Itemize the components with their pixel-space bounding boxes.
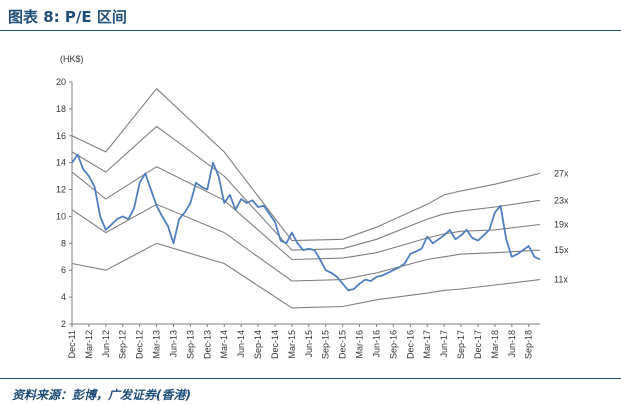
- band-label-11x: 11x: [554, 275, 568, 285]
- header-divider: [0, 30, 621, 31]
- y-tick-label: 10: [56, 211, 66, 221]
- band-line-11x: [71, 242, 541, 309]
- y-axis-label-group: (HK$): [60, 54, 84, 64]
- x-tick-label: Sep-15: [321, 330, 331, 359]
- x-tick-label: Jun-14: [236, 330, 246, 358]
- x-tick-label: Dec-16: [405, 330, 415, 359]
- x-tick-label: Mar-17: [422, 330, 432, 359]
- y-tick-label: 2: [61, 319, 66, 329]
- y-tick-label: 20: [56, 77, 66, 87]
- band-label-23x: 23x: [554, 195, 569, 205]
- y-axis-label: (HK$): [60, 54, 84, 64]
- x-tick-label: Jun-15: [304, 330, 314, 358]
- x-tick-label: Sep-12: [118, 330, 128, 359]
- x-tick-label: Mar-16: [355, 330, 365, 359]
- x-tick-label: Jun-13: [168, 330, 178, 358]
- x-tick-label: Dec-14: [270, 330, 280, 359]
- y-tick-label: 16: [56, 131, 66, 141]
- x-tick-label: Mar-18: [490, 330, 500, 359]
- page-title: 图表 8: P/E 区间: [8, 8, 127, 26]
- y-tick-labels: 2 4 6 8 10 12 14 16 18 20: [56, 77, 72, 329]
- x-tick-label: Sep-13: [185, 330, 195, 359]
- price-series: [71, 153, 541, 292]
- band-labels: 27x 23x 19x 15x 11x: [554, 168, 569, 284]
- x-tick-labels: Dec-11 Mar-12 Jun-12 Sep-12 Dec-12 Mar-13 Jun-…: [67, 324, 534, 359]
- y-tick-label: 6: [61, 265, 66, 275]
- x-tick-label: Mar-12: [84, 330, 94, 359]
- x-tick-label: Mar-13: [152, 330, 162, 359]
- x-tick-label: Mar-14: [219, 330, 229, 359]
- band-line-19x: [71, 166, 541, 261]
- x-tick-label: Sep-17: [456, 330, 466, 359]
- x-tick-label: Jun-12: [101, 330, 111, 358]
- pe-bands: [71, 87, 541, 309]
- band-line-27x: [71, 87, 541, 242]
- x-tick-label: Sep-16: [388, 330, 398, 359]
- y-tick-label: 18: [56, 104, 66, 114]
- y-tick-label: 4: [61, 292, 66, 302]
- axes: [71, 82, 540, 325]
- y-tick-label: 12: [56, 185, 66, 195]
- band-label-19x: 19x: [554, 220, 569, 230]
- y-tick-label: 8: [61, 238, 66, 248]
- band-line-23x: [71, 125, 541, 251]
- x-tick-label: Dec-11: [67, 330, 77, 358]
- band-line-15x: [71, 203, 541, 282]
- price-line: [71, 153, 541, 292]
- x-tick-label: Sep-14: [253, 330, 263, 359]
- x-tick-label: Sep-18: [524, 330, 534, 359]
- band-label-27x: 27x: [554, 168, 569, 178]
- x-tick-label: Mar-15: [287, 330, 297, 359]
- footer-divider: [0, 378, 621, 379]
- x-tick-label: Jun-17: [439, 330, 449, 358]
- x-tick-label: Dec-17: [473, 330, 483, 359]
- source-note: 资料来源：彭博，广发证券(香港): [12, 388, 191, 402]
- x-tick-label: Dec-15: [338, 330, 348, 359]
- band-label-15x: 15x: [554, 245, 569, 255]
- y-tick-label: 14: [56, 158, 66, 168]
- x-tick-label: Dec-12: [135, 330, 145, 359]
- x-tick-label: Dec-13: [202, 330, 212, 359]
- x-tick-label: Jun-16: [371, 330, 381, 358]
- pe-band-chart: (HK$) 27x 23x 19x 15x 11x Dec-11 Mar-12 Jun-12…: [56, 54, 569, 359]
- x-tick-label: Jun-18: [507, 330, 517, 358]
